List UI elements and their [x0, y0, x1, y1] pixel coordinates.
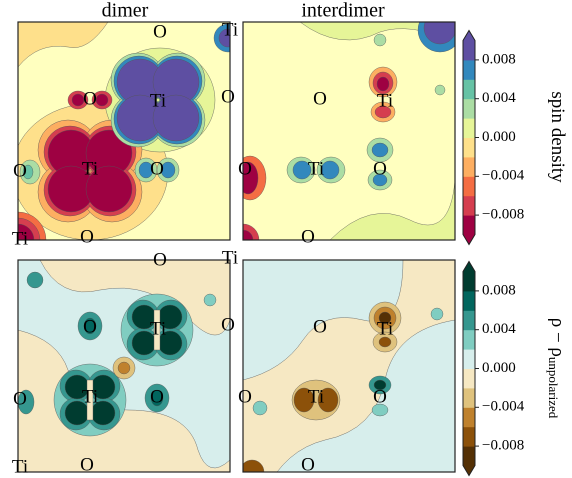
colorbar-band	[463, 291, 475, 311]
colorbar-tick-label: 0.004	[482, 90, 516, 106]
atom-label: Ti	[150, 318, 166, 339]
colorbar-band	[463, 176, 475, 196]
atom-label: Ti	[377, 318, 393, 339]
colorbar-label: ρ − ρunpolarized	[546, 318, 568, 419]
atom-label: O	[301, 454, 315, 475]
atom-label: Ti	[12, 228, 28, 249]
colorbar-band	[463, 99, 475, 119]
atom-label: Ti	[150, 90, 166, 111]
colorbar-band	[463, 427, 475, 447]
colorbar-extend	[463, 235, 475, 245]
colorbar-label-main: spin density	[547, 91, 568, 183]
atom-label: O	[80, 454, 94, 475]
atom-label: O	[238, 158, 252, 179]
colorbar-band	[463, 272, 475, 292]
colorbar-label: spin density	[547, 91, 568, 183]
colorbar-label-text: ρ − ρunpolarized	[546, 318, 568, 419]
colorbar-label-text: spin density	[547, 91, 568, 183]
atom-label: Ti	[222, 247, 238, 268]
panel-title: dimer	[102, 0, 149, 22]
atom-label: O	[313, 316, 327, 337]
atom-label: Ti	[82, 386, 98, 407]
atom-label: O	[153, 21, 167, 42]
colorbar-band	[463, 349, 475, 369]
colorbar-band	[463, 310, 475, 330]
colorbar-band	[463, 407, 475, 427]
colorbar-band	[463, 196, 475, 216]
colorbar-extend	[463, 466, 475, 476]
colorbar-tick-label: 0.004	[482, 321, 516, 337]
colorbar-band	[463, 79, 475, 99]
colorbar-band	[463, 388, 475, 408]
contour-panel	[0, 22, 242, 268]
colorbar-tick-label: 0.000	[482, 360, 516, 376]
atom-label: O	[221, 86, 235, 107]
atom-label: Ti	[377, 90, 393, 111]
colorbar-tick-label: 0.008	[482, 282, 516, 298]
colorbar-band	[463, 446, 475, 466]
colorbar-band	[463, 215, 475, 235]
colorbar-band	[463, 157, 475, 177]
figure: dimer interdimer O Ti O Ti O O Ti O Ti O O Ti O Ti O O −…	[0, 0, 572, 478]
colorbar-label-main: ρ − ρ	[547, 318, 568, 357]
atom-label: O	[153, 249, 167, 270]
atom-label: O	[238, 386, 252, 407]
atom-label: O	[221, 314, 235, 335]
atom-label: Ti	[308, 386, 324, 407]
colorbar-extend	[463, 31, 475, 41]
colorbar-tick-label: −0.004	[482, 168, 525, 184]
atom-label: Ti	[308, 158, 324, 179]
colorbar-band	[463, 60, 475, 80]
contour-panel	[240, 260, 455, 478]
atom-label: O	[373, 158, 387, 179]
colorbar-tick-label: 0.000	[482, 129, 516, 145]
atom-label: O	[150, 386, 164, 407]
contour-panel	[227, 8, 462, 256]
colorbar-band	[463, 41, 475, 61]
atom-label: O	[313, 88, 327, 109]
colorbar-extend	[463, 262, 475, 272]
atom-label: O	[83, 88, 97, 109]
atom-label: O	[301, 226, 315, 247]
colorbar-band	[463, 138, 475, 158]
colorbar-tick-label: −0.008	[482, 438, 524, 454]
colorbar-label-sub: unpolarized	[546, 357, 561, 419]
colorbar-tick-label: −0.004	[482, 399, 525, 415]
panel-title: interdimer	[301, 0, 385, 22]
colorbar-band	[463, 330, 475, 350]
atom-label: O	[373, 386, 387, 407]
colorbar-tick-label: 0.008	[482, 51, 516, 67]
colorbar-tick-label: −0.008	[482, 207, 524, 223]
atom-label: Ti	[222, 19, 238, 40]
colorbar-band	[463, 118, 475, 138]
atom-label: Ti	[12, 456, 28, 477]
contour-panel	[18, 260, 230, 478]
atom-label: Ti	[82, 158, 98, 179]
colorbar-band	[463, 369, 475, 389]
atom-label: O	[150, 158, 164, 179]
atom-label: O	[80, 226, 94, 247]
atom-label: O	[13, 388, 27, 409]
atom-label: O	[13, 160, 27, 181]
atom-label: O	[83, 316, 97, 337]
